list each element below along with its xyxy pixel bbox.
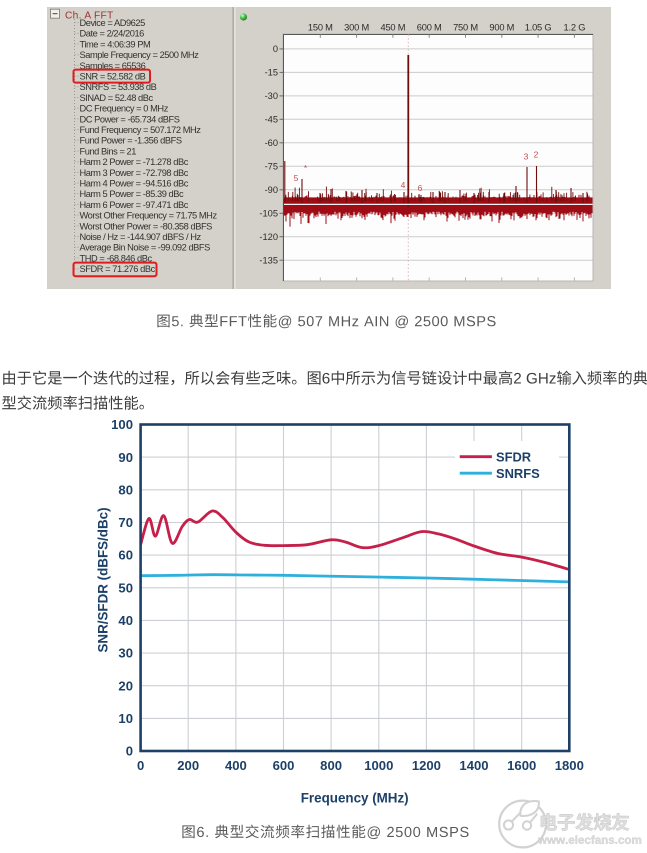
svg-text:Harm 4 Power = -94.516 dBc: Harm 4 Power = -94.516 dBc xyxy=(80,179,189,189)
svg-text:Samples = 65536: Samples = 65536 xyxy=(80,61,146,71)
svg-text:Date = 2/24/2016: Date = 2/24/2016 xyxy=(80,29,145,39)
svg-text:DC Power = -65.734 dBFS: DC Power = -65.734 dBFS xyxy=(80,114,180,124)
svg-text:Sample Frequency = 2500 MHz: Sample Frequency = 2500 MHz xyxy=(80,50,200,60)
svg-text:30: 30 xyxy=(118,646,133,661)
svg-text:*: * xyxy=(304,163,308,173)
svg-text:200: 200 xyxy=(177,758,199,773)
svg-text:Frequency (MHz): Frequency (MHz) xyxy=(301,791,409,806)
svg-text:-15: -15 xyxy=(265,68,278,78)
svg-text:Ch. A FFT: Ch. A FFT xyxy=(65,11,114,22)
svg-text:0: 0 xyxy=(137,758,144,773)
svg-text:80: 80 xyxy=(118,482,133,497)
svg-text:THD = -68.846 dBc: THD = -68.846 dBc xyxy=(80,253,153,263)
svg-text:1.05 G: 1.05 G xyxy=(525,22,552,32)
svg-text:Fund Power = -1.356 dBFS: Fund Power = -1.356 dBFS xyxy=(80,136,182,146)
svg-text:1000: 1000 xyxy=(364,758,393,773)
svg-text:750 M: 750 M xyxy=(453,22,478,32)
svg-text:900 M: 900 M xyxy=(489,22,514,32)
svg-text:3: 3 xyxy=(524,152,529,162)
svg-text:2: 2 xyxy=(534,150,539,160)
svg-text:400: 400 xyxy=(225,758,247,773)
svg-text:0: 0 xyxy=(273,44,278,54)
svg-text:SINAD = 52.48 dBc: SINAD = 52.48 dBc xyxy=(80,93,154,103)
svg-text:SNRFS: SNRFS xyxy=(496,466,540,481)
svg-text:-105: -105 xyxy=(259,209,278,219)
svg-text:1400: 1400 xyxy=(459,758,488,773)
svg-text:1800: 1800 xyxy=(555,758,584,773)
svg-text:Worst Other Power = -80.358 dB: Worst Other Power = -80.358 dBFS xyxy=(80,221,213,231)
svg-text:-135: -135 xyxy=(259,256,278,266)
svg-text:600: 600 xyxy=(273,758,295,773)
svg-text:Harm 3 Power = -72.798 dBc: Harm 3 Power = -72.798 dBc xyxy=(80,168,189,178)
svg-text:SNR = 52.582 dB: SNR = 52.582 dB xyxy=(80,72,146,82)
svg-text:-30: -30 xyxy=(265,91,278,101)
svg-text:1600: 1600 xyxy=(507,758,536,773)
svg-text:100: 100 xyxy=(111,417,133,432)
svg-text:-120: -120 xyxy=(259,232,278,242)
svg-text:-45: -45 xyxy=(265,115,278,125)
svg-text:1.2 G: 1.2 G xyxy=(564,22,586,32)
svg-text:Harm 2 Power = -71.278 dBc: Harm 2 Power = -71.278 dBc xyxy=(80,157,189,167)
svg-text:Average Bin Noise = -99.092 dB: Average Bin Noise = -99.092 dBFS xyxy=(80,243,211,253)
svg-text:Device = AD9625: Device = AD9625 xyxy=(80,18,146,28)
svg-text:450 M: 450 M xyxy=(380,22,405,32)
svg-text:6: 6 xyxy=(418,183,423,193)
svg-text:Noise / Hz = -144.907 dBFS / H: Noise / Hz = -144.907 dBFS / Hz xyxy=(80,232,202,242)
svg-text:0: 0 xyxy=(126,744,133,759)
svg-text:SNRFS = 53.938 dB: SNRFS = 53.938 dB xyxy=(80,82,157,92)
svg-text:40: 40 xyxy=(118,613,133,628)
svg-text:SFDR = 71.276 dBc: SFDR = 71.276 dBc xyxy=(80,264,156,274)
svg-text:-60: -60 xyxy=(265,138,278,148)
svg-text:SFDR: SFDR xyxy=(496,449,532,464)
svg-text:10: 10 xyxy=(118,711,133,726)
svg-text:5: 5 xyxy=(294,173,299,183)
svg-text:300 M: 300 M xyxy=(344,22,369,32)
svg-text:1200: 1200 xyxy=(412,758,441,773)
svg-text:Harm 6 Power = -97.471 dBc: Harm 6 Power = -97.471 dBc xyxy=(80,200,189,210)
svg-text:Fund Frequency = 507.172 MHz: Fund Frequency = 507.172 MHz xyxy=(80,125,202,135)
svg-text:90: 90 xyxy=(118,450,133,465)
svg-text:Time = 4:06:39 PM: Time = 4:06:39 PM xyxy=(80,39,151,49)
svg-text:DC Frequency = 0 MHz: DC Frequency = 0 MHz xyxy=(80,104,169,114)
svg-text:600 M: 600 M xyxy=(417,22,442,32)
svg-text:SNR/SFDR (dBFS/dBc): SNR/SFDR (dBFS/dBc) xyxy=(96,507,111,652)
svg-text:150 M: 150 M xyxy=(308,22,333,32)
svg-text:-90: -90 xyxy=(265,185,278,195)
svg-text:Fund Bins = 21: Fund Bins = 21 xyxy=(80,146,137,156)
svg-text:-75: -75 xyxy=(265,162,278,172)
svg-text:4: 4 xyxy=(401,180,406,190)
svg-text:60: 60 xyxy=(118,548,133,563)
svg-text:Harm 5 Power = -85.39 dBc: Harm 5 Power = -85.39 dBc xyxy=(80,189,185,199)
svg-text:50: 50 xyxy=(118,580,133,595)
svg-text:20: 20 xyxy=(118,678,133,693)
svg-text:70: 70 xyxy=(118,515,133,530)
svg-text:800: 800 xyxy=(320,758,342,773)
svg-text:Worst Other Frequency = 71.75: Worst Other Frequency = 71.75 MHz xyxy=(80,211,218,221)
